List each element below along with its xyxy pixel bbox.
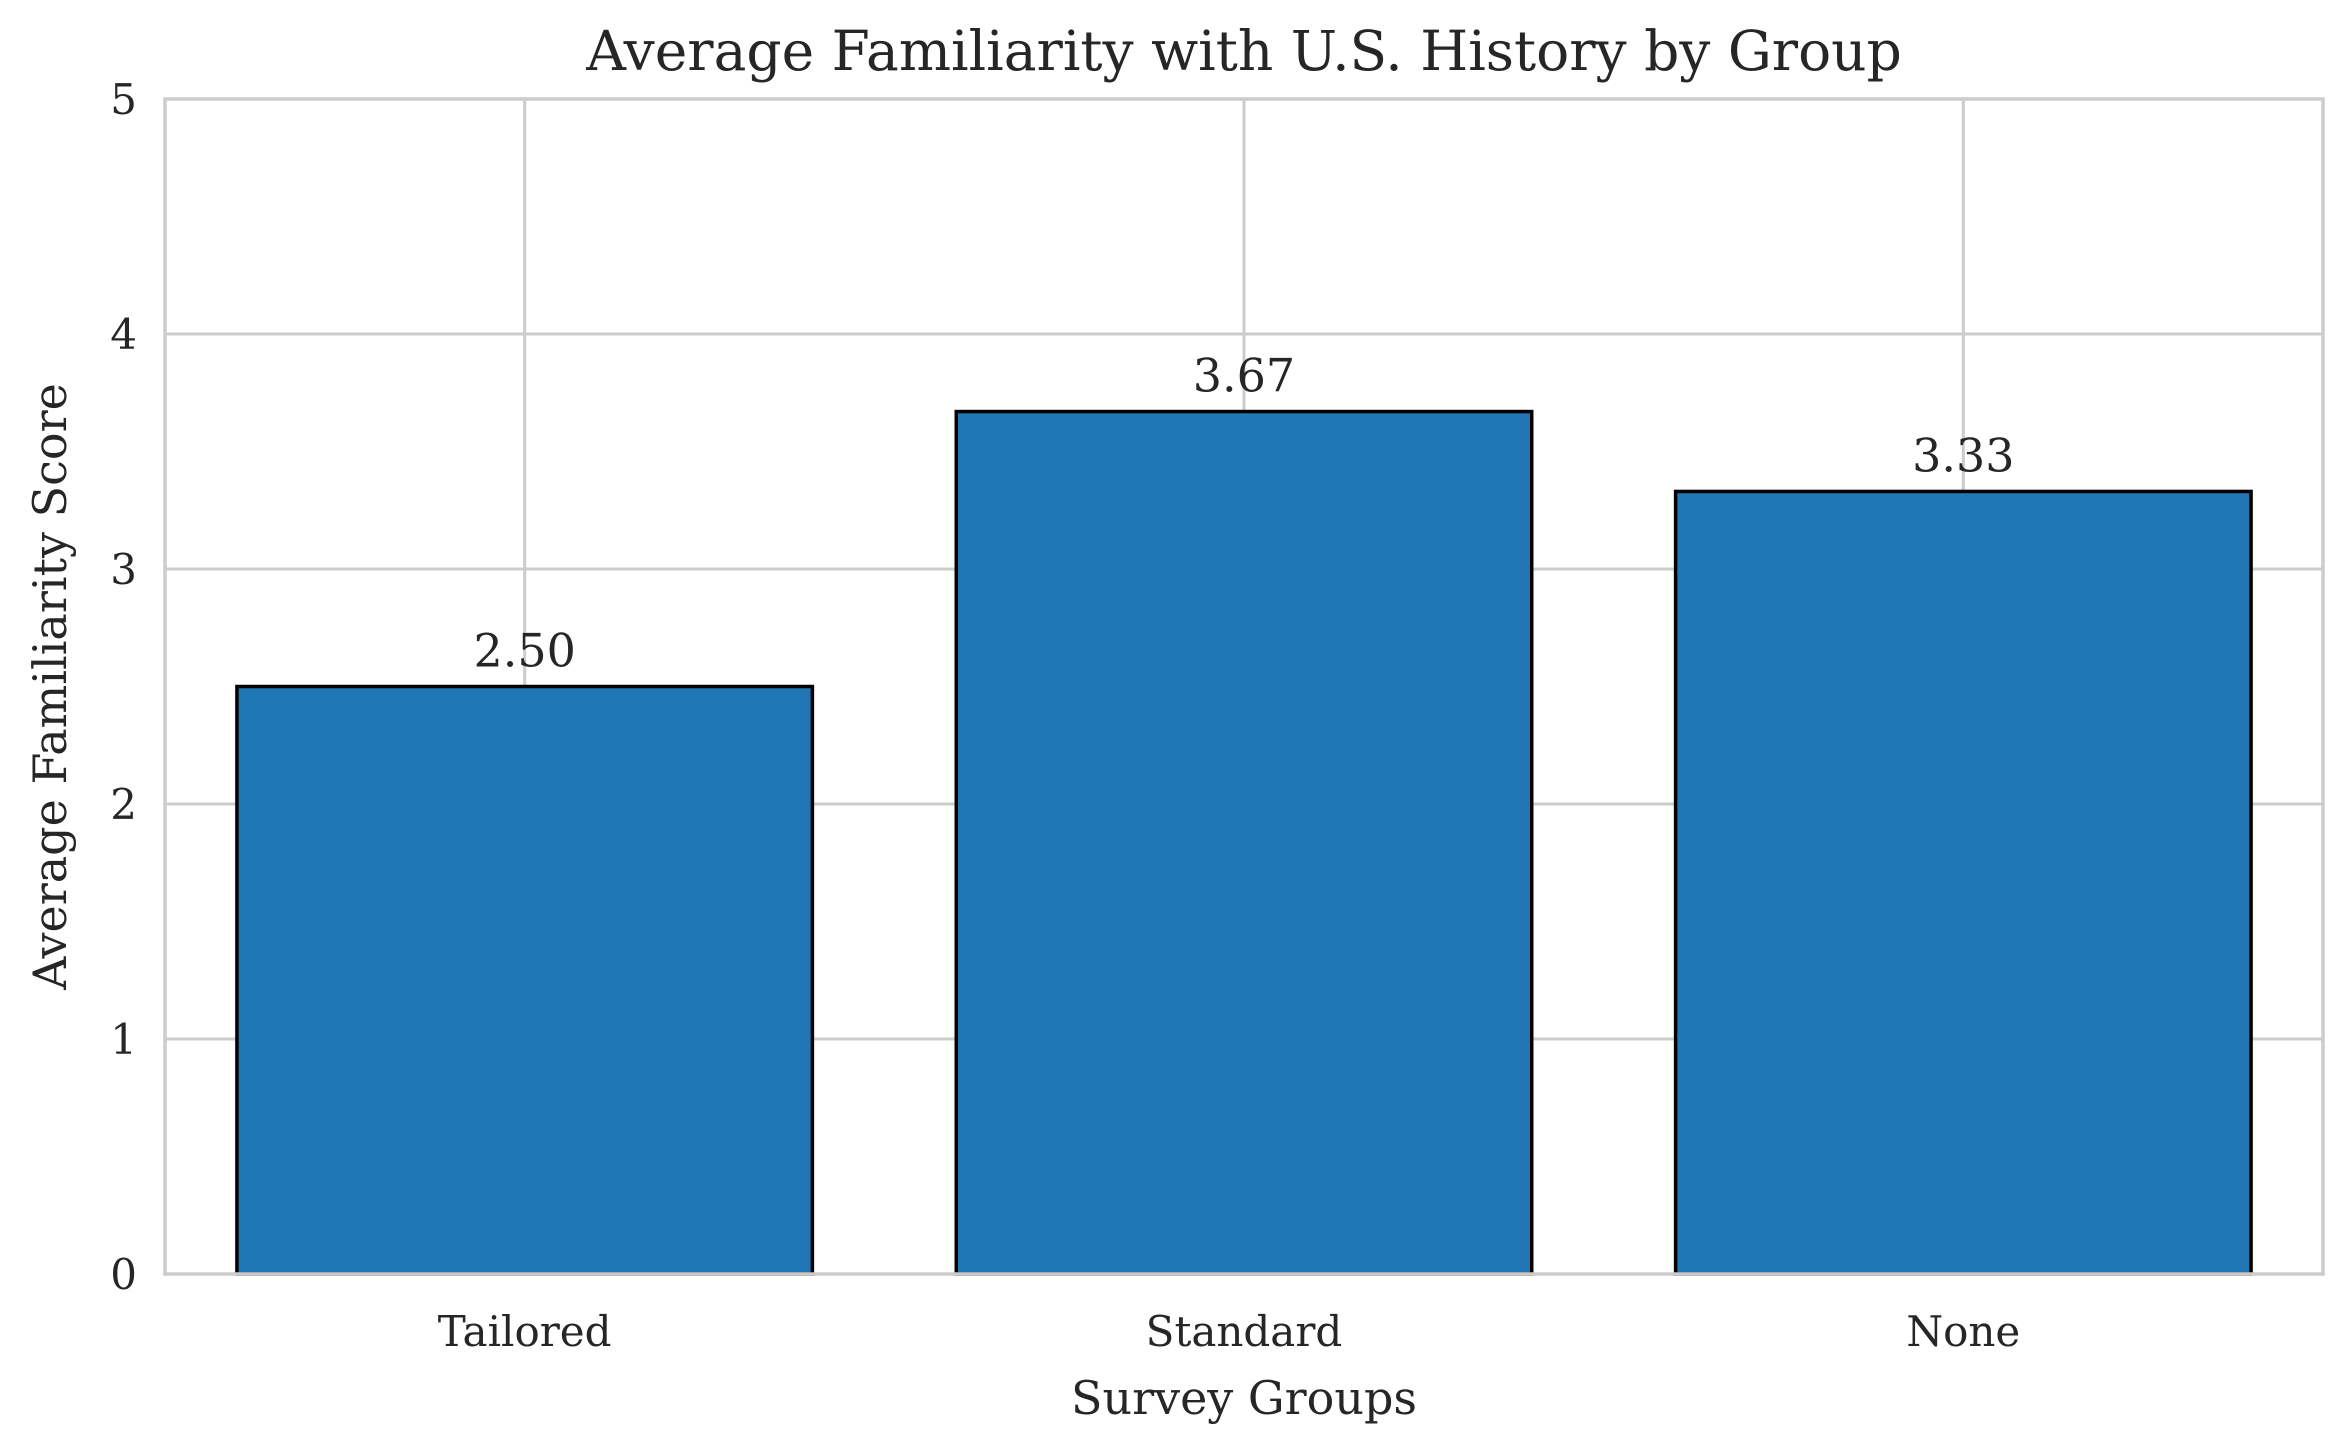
x-axis-label: Survey Groups <box>1071 1371 1417 1425</box>
x-tick-label: Tailored <box>438 1307 612 1356</box>
bar-none <box>1673 489 2253 1276</box>
chart-title: Average Familiarity with U.S. History by… <box>585 19 1902 83</box>
y-tick-label: 3 <box>110 545 137 594</box>
data-label: 2.50 <box>473 624 575 678</box>
y-tick-label: 0 <box>110 1250 137 1299</box>
bar-standard <box>954 409 1534 1276</box>
data-labels: 2.50 3.67 3.33 <box>473 349 2014 678</box>
bars <box>235 409 2253 1276</box>
y-tick-label: 1 <box>110 1015 137 1064</box>
y-axis-label: Average Familiarity Score <box>23 383 77 991</box>
x-tick-label: None <box>1906 1307 2020 1356</box>
y-tick-label: 4 <box>110 310 137 359</box>
y-tick-label: 2 <box>110 780 137 829</box>
bar-tailored <box>235 684 815 1276</box>
x-axis-ticks: Tailored Standard None <box>438 1307 2021 1356</box>
data-label: 3.33 <box>1912 428 2014 482</box>
y-tick-label: 5 <box>110 75 137 124</box>
x-tick-label: Standard <box>1146 1307 1343 1356</box>
plot-frame <box>163 97 2325 1276</box>
y-axis-ticks: 0 1 2 3 4 5 <box>110 75 137 1299</box>
data-label: 3.67 <box>1193 349 1295 403</box>
